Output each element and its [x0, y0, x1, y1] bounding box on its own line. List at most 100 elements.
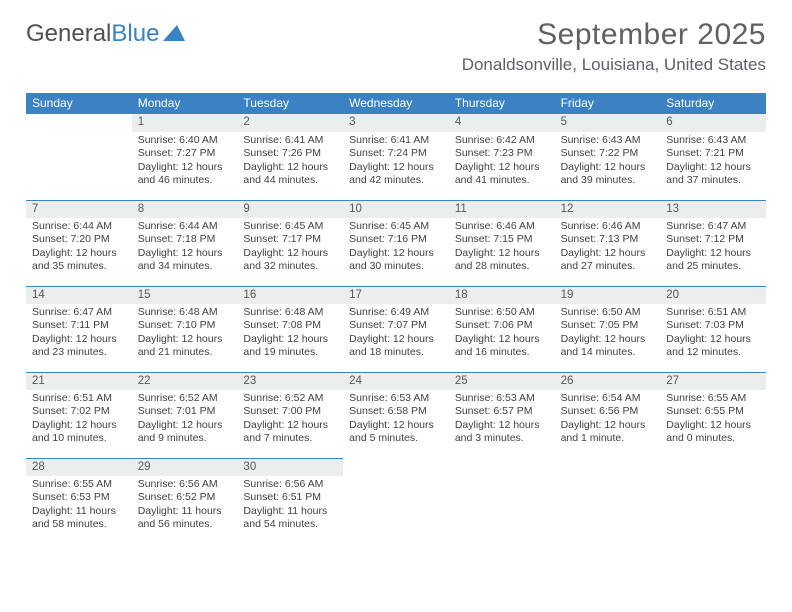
sunset-text: Sunset: 7:02 PM: [32, 405, 126, 418]
sunrise-text: Sunrise: 6:41 AM: [243, 134, 337, 147]
daylight-text: Daylight: 11 hours and 56 minutes.: [138, 505, 232, 532]
day-number: 6: [660, 114, 766, 132]
daylight-text: Daylight: 11 hours and 54 minutes.: [243, 505, 337, 532]
day-detail: Sunrise: 6:45 AMSunset: 7:16 PMDaylight:…: [343, 218, 449, 278]
calendar-cell: [555, 458, 661, 544]
sunset-text: Sunset: 6:52 PM: [138, 491, 232, 504]
calendar-cell: 17Sunrise: 6:49 AMSunset: 7:07 PMDayligh…: [343, 286, 449, 372]
daylight-text: Daylight: 11 hours and 58 minutes.: [32, 505, 126, 532]
day-number: 30: [237, 458, 343, 476]
day-number: 1: [132, 114, 238, 132]
sunrise-text: Sunrise: 6:41 AM: [349, 134, 443, 147]
sunset-text: Sunset: 7:06 PM: [455, 319, 549, 332]
day-detail: Sunrise: 6:52 AMSunset: 7:01 PMDaylight:…: [132, 390, 238, 450]
sunset-text: Sunset: 7:20 PM: [32, 233, 126, 246]
calendar-cell: [449, 458, 555, 544]
sunset-text: Sunset: 7:10 PM: [138, 319, 232, 332]
calendar-cell: [660, 458, 766, 544]
location-subtitle: Donaldsonville, Louisiana, United States: [462, 55, 766, 75]
daylight-text: Daylight: 12 hours and 3 minutes.: [455, 419, 549, 446]
sunrise-text: Sunrise: 6:50 AM: [561, 306, 655, 319]
day-detail: Sunrise: 6:44 AMSunset: 7:20 PMDaylight:…: [26, 218, 132, 278]
day-detail: Sunrise: 6:54 AMSunset: 6:56 PMDaylight:…: [555, 390, 661, 450]
daylight-text: Daylight: 12 hours and 7 minutes.: [243, 419, 337, 446]
logo-text-blue: Blue: [111, 20, 159, 48]
sunrise-text: Sunrise: 6:47 AM: [666, 220, 760, 233]
day-detail: Sunrise: 6:56 AMSunset: 6:52 PMDaylight:…: [132, 476, 238, 536]
sunrise-text: Sunrise: 6:56 AM: [243, 478, 337, 491]
sunset-text: Sunset: 6:55 PM: [666, 405, 760, 418]
daylight-text: Daylight: 12 hours and 19 minutes.: [243, 333, 337, 360]
day-detail: Sunrise: 6:49 AMSunset: 7:07 PMDaylight:…: [343, 304, 449, 364]
day-detail: Sunrise: 6:45 AMSunset: 7:17 PMDaylight:…: [237, 218, 343, 278]
day-detail: Sunrise: 6:41 AMSunset: 7:26 PMDaylight:…: [237, 132, 343, 192]
daylight-text: Daylight: 12 hours and 0 minutes.: [666, 419, 760, 446]
sunset-text: Sunset: 7:21 PM: [666, 147, 760, 160]
calendar-cell: [343, 458, 449, 544]
sunrise-text: Sunrise: 6:51 AM: [666, 306, 760, 319]
calendar-page: GeneralBlue September 2025 Donaldsonvill…: [0, 0, 792, 544]
sunset-text: Sunset: 6:58 PM: [349, 405, 443, 418]
sunset-text: Sunset: 7:22 PM: [561, 147, 655, 160]
header-row: GeneralBlue September 2025 Donaldsonvill…: [26, 18, 766, 75]
day-detail: Sunrise: 6:41 AMSunset: 7:24 PMDaylight:…: [343, 132, 449, 192]
daylight-text: Daylight: 12 hours and 21 minutes.: [138, 333, 232, 360]
daylight-text: Daylight: 12 hours and 46 minutes.: [138, 161, 232, 188]
calendar-cell: 29Sunrise: 6:56 AMSunset: 6:52 PMDayligh…: [132, 458, 238, 544]
sunset-text: Sunset: 7:15 PM: [455, 233, 549, 246]
calendar-cell: 3Sunrise: 6:41 AMSunset: 7:24 PMDaylight…: [343, 114, 449, 200]
sunrise-text: Sunrise: 6:43 AM: [666, 134, 760, 147]
day-detail: Sunrise: 6:51 AMSunset: 7:02 PMDaylight:…: [26, 390, 132, 450]
day-detail: Sunrise: 6:50 AMSunset: 7:06 PMDaylight:…: [449, 304, 555, 364]
day-number: 12: [555, 200, 661, 218]
day-number: 17: [343, 286, 449, 304]
day-number: 23: [237, 372, 343, 390]
weekday-label: Thursday: [449, 93, 555, 114]
sunrise-text: Sunrise: 6:45 AM: [349, 220, 443, 233]
day-number: 15: [132, 286, 238, 304]
calendar-cell: [26, 114, 132, 200]
day-number: 24: [343, 372, 449, 390]
day-detail: Sunrise: 6:42 AMSunset: 7:23 PMDaylight:…: [449, 132, 555, 192]
sunrise-text: Sunrise: 6:43 AM: [561, 134, 655, 147]
daylight-text: Daylight: 12 hours and 18 minutes.: [349, 333, 443, 360]
daylight-text: Daylight: 12 hours and 34 minutes.: [138, 247, 232, 274]
calendar-cell: 19Sunrise: 6:50 AMSunset: 7:05 PMDayligh…: [555, 286, 661, 372]
day-detail: Sunrise: 6:52 AMSunset: 7:00 PMDaylight:…: [237, 390, 343, 450]
daylight-text: Daylight: 12 hours and 32 minutes.: [243, 247, 337, 274]
calendar-cell: 14Sunrise: 6:47 AMSunset: 7:11 PMDayligh…: [26, 286, 132, 372]
daylight-text: Daylight: 12 hours and 14 minutes.: [561, 333, 655, 360]
sunrise-text: Sunrise: 6:44 AM: [32, 220, 126, 233]
day-number: 2: [237, 114, 343, 132]
day-number: 21: [26, 372, 132, 390]
sunset-text: Sunset: 6:56 PM: [561, 405, 655, 418]
weekday-label: Friday: [555, 93, 661, 114]
sunset-text: Sunset: 7:26 PM: [243, 147, 337, 160]
calendar: Sunday Monday Tuesday Wednesday Thursday…: [26, 93, 766, 544]
day-detail: Sunrise: 6:53 AMSunset: 6:57 PMDaylight:…: [449, 390, 555, 450]
day-number: 18: [449, 286, 555, 304]
daylight-text: Daylight: 12 hours and 41 minutes.: [455, 161, 549, 188]
day-number: 10: [343, 200, 449, 218]
daylight-text: Daylight: 12 hours and 9 minutes.: [138, 419, 232, 446]
daylight-text: Daylight: 12 hours and 27 minutes.: [561, 247, 655, 274]
day-number: 11: [449, 200, 555, 218]
sunrise-text: Sunrise: 6:48 AM: [243, 306, 337, 319]
daylight-text: Daylight: 12 hours and 12 minutes.: [666, 333, 760, 360]
daylight-text: Daylight: 12 hours and 5 minutes.: [349, 419, 443, 446]
calendar-cell: 10Sunrise: 6:45 AMSunset: 7:16 PMDayligh…: [343, 200, 449, 286]
day-number: 9: [237, 200, 343, 218]
calendar-cell: 13Sunrise: 6:47 AMSunset: 7:12 PMDayligh…: [660, 200, 766, 286]
day-number: 19: [555, 286, 661, 304]
sunrise-text: Sunrise: 6:54 AM: [561, 392, 655, 405]
calendar-grid: 1Sunrise: 6:40 AMSunset: 7:27 PMDaylight…: [26, 114, 766, 544]
day-detail: Sunrise: 6:47 AMSunset: 7:11 PMDaylight:…: [26, 304, 132, 364]
daylight-text: Daylight: 12 hours and 42 minutes.: [349, 161, 443, 188]
sunrise-text: Sunrise: 6:50 AM: [455, 306, 549, 319]
day-number: 25: [449, 372, 555, 390]
calendar-cell: 18Sunrise: 6:50 AMSunset: 7:06 PMDayligh…: [449, 286, 555, 372]
day-detail: Sunrise: 6:55 AMSunset: 6:53 PMDaylight:…: [26, 476, 132, 536]
day-number: 22: [132, 372, 238, 390]
calendar-cell: 5Sunrise: 6:43 AMSunset: 7:22 PMDaylight…: [555, 114, 661, 200]
calendar-cell: 20Sunrise: 6:51 AMSunset: 7:03 PMDayligh…: [660, 286, 766, 372]
